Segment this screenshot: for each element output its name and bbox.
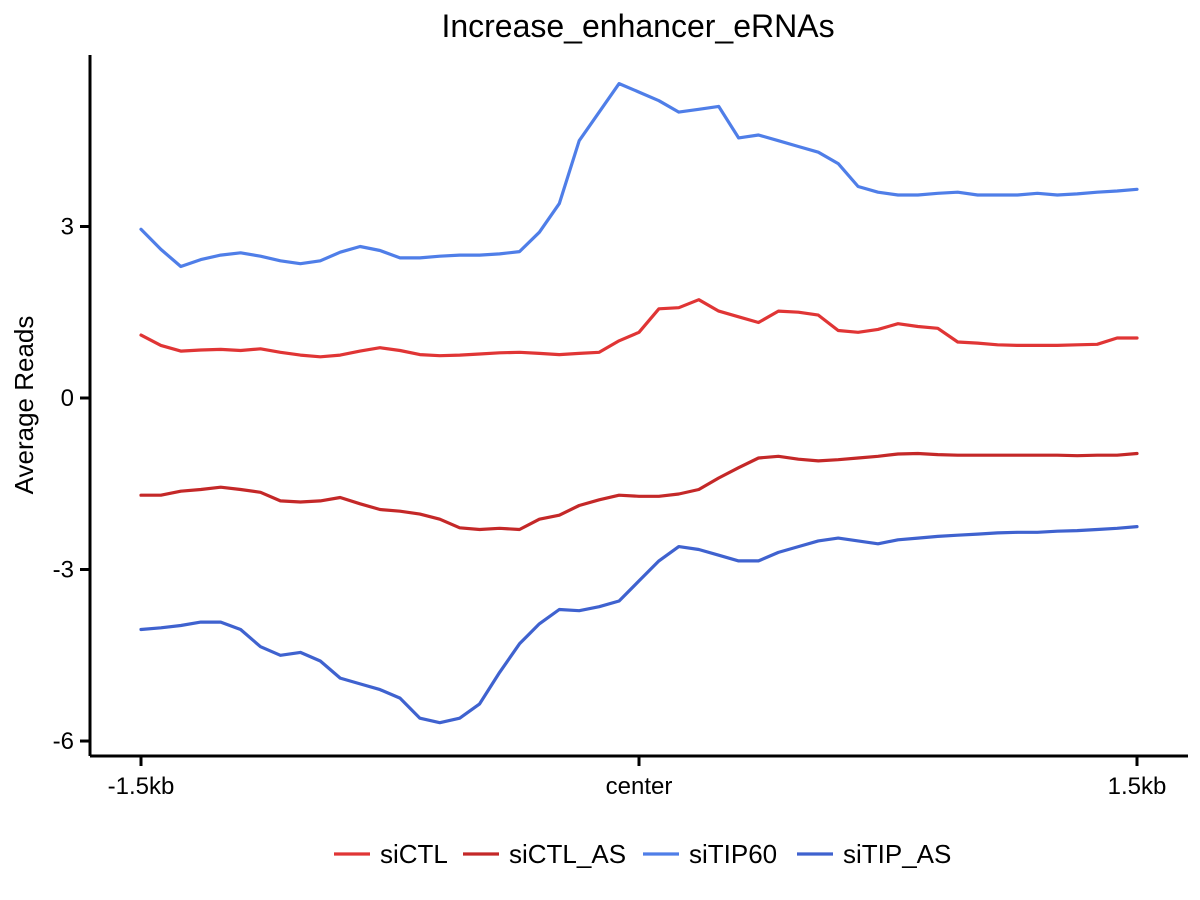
series-line-sitip60	[139, 82, 1139, 269]
legend-label: siCTL	[380, 839, 448, 869]
legend-label: siCTL_AS	[509, 839, 626, 869]
legend-item: siTIP_AS	[797, 839, 951, 869]
x-tick-label: center	[606, 773, 673, 800]
legend: siCTL siCTL_AS siTIP60 siTIP_AS	[334, 839, 951, 869]
y-axis-ticks: 3 0 -3 -6	[53, 213, 90, 755]
legend-label: siTIP_AS	[843, 839, 951, 869]
y-tick-label: -6	[53, 728, 74, 755]
y-tick-label: -3	[53, 557, 74, 584]
y-tick-label: 3	[61, 213, 74, 240]
x-tick-label: 1.5kb	[1108, 773, 1167, 800]
plot-area: 3 0 -3 -6 -1.5kb center 1.5kb	[53, 55, 1188, 800]
legend-item: siCTL	[334, 839, 448, 869]
y-axis-title: Average Reads	[9, 316, 39, 495]
legend-item: siTIP60	[643, 839, 777, 869]
series-lines	[139, 82, 1139, 725]
series-line-sictl-as	[139, 451, 1139, 532]
series-line-sitip-as	[139, 525, 1139, 725]
y-tick-label: 0	[61, 385, 74, 412]
chart-title: Increase_enhancer_eRNAs	[441, 8, 834, 44]
x-tick-label: -1.5kb	[108, 773, 175, 800]
legend-item: siCTL_AS	[463, 839, 626, 869]
series-line-sictl	[139, 298, 1139, 359]
x-axis-ticks: -1.5kb center 1.5kb	[108, 756, 1167, 800]
legend-label: siTIP60	[689, 839, 777, 869]
